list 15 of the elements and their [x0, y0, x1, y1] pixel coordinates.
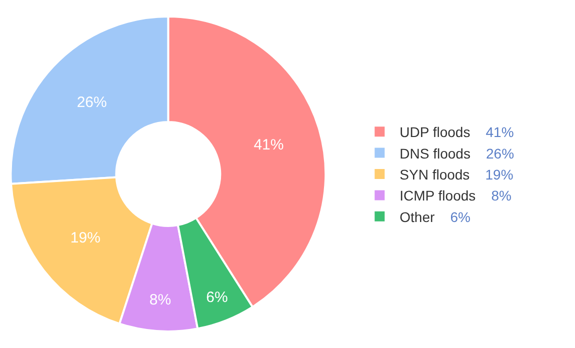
text: 26%: [486, 145, 514, 162]
data-label: 41%: [254, 136, 284, 154]
data-label: 19%: [70, 230, 100, 247]
text: 19%: [485, 166, 514, 182]
data-label: 26%: [76, 94, 107, 111]
legend-label: SYN floods: [400, 166, 470, 182]
text: 41%: [486, 124, 514, 140]
legend-label: Other: [400, 208, 435, 225]
data-label: 8%: [149, 291, 172, 308]
legend-label: DNS floods: [400, 145, 470, 162]
text: 6%: [450, 208, 470, 225]
text: 8%: [491, 188, 512, 204]
data-label: 6%: [206, 288, 228, 306]
legend-label: UDP floods: [400, 124, 470, 140]
legend-label: ICMP floods: [400, 188, 476, 204]
